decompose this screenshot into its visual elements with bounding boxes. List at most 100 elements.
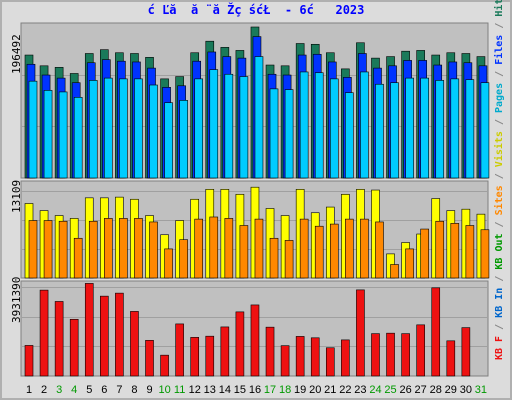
x-tick-label: 3 (56, 384, 62, 396)
bar-kb-16 (250, 304, 260, 377)
x-tick-label: 11 (174, 384, 185, 396)
bar-kb-13 (205, 335, 215, 377)
bar-kb-30 (461, 327, 471, 377)
x-tick-label: 12 (189, 384, 201, 396)
x-tick-label: 13 (204, 384, 216, 396)
bar-pages-1 (28, 80, 38, 179)
bar-pages-10 (164, 102, 173, 179)
bar-sites-30 (465, 225, 475, 279)
bar-pages-28 (435, 80, 445, 179)
bar-kb-21 (325, 347, 335, 377)
x-tick-label: 29 (445, 384, 457, 396)
bar-sites-18 (284, 240, 294, 279)
bar-sites-13 (209, 216, 219, 279)
bar-sites-10 (164, 248, 173, 279)
bar-kb-7 (115, 292, 124, 377)
x-tick-label: 1 (26, 384, 32, 396)
bar-sites-5 (88, 220, 98, 279)
bar-pages-16 (254, 56, 264, 179)
x-tick-label: 15 (234, 384, 246, 396)
bar-kb-29 (446, 340, 456, 377)
bar-sites-24 (375, 221, 384, 279)
bar-sites-12 (194, 218, 204, 279)
bar-kb-2 (39, 289, 49, 377)
bar-kb-23 (356, 289, 365, 377)
bar-pages-9 (149, 84, 158, 179)
x-tick-label: 6 (101, 384, 107, 396)
bar-pages-19 (299, 71, 309, 179)
bar-pages-29 (450, 78, 460, 179)
bar-pages-15 (239, 76, 249, 179)
bar-kb-5 (84, 283, 94, 377)
x-tick-label: 5 (86, 384, 92, 396)
bar-sites-2 (43, 220, 53, 279)
x-tick-label: 20 (309, 384, 321, 396)
x-tick-label: 8 (131, 384, 137, 396)
bar-pages-6 (104, 77, 113, 179)
bar-pages-12 (194, 78, 204, 179)
x-tick-label: 21 (324, 384, 336, 396)
bar-kb-15 (235, 311, 245, 377)
bar-pages-17 (269, 88, 279, 179)
x-tick-label: 28 (430, 384, 442, 396)
bar-pages-2 (43, 90, 53, 179)
bar-pages-25 (390, 82, 399, 179)
bar-kb-27 (416, 324, 425, 377)
bar-kb-25 (386, 332, 395, 377)
bar-kb-1 (24, 345, 34, 377)
bar-sites-7 (119, 218, 128, 279)
bar-sites-22 (345, 218, 354, 279)
bar-pages-21 (329, 78, 339, 179)
x-tick-label: 4 (71, 384, 77, 396)
bar-kb-17 (265, 326, 275, 377)
bar-sites-3 (58, 220, 68, 279)
bar-pages-8 (134, 78, 143, 179)
x-tick-label: 17 (264, 384, 276, 396)
x-tick-label: 9 (146, 384, 152, 396)
bar-pages-18 (284, 89, 294, 179)
bar-sites-16 (254, 218, 264, 279)
bar-sites-31 (480, 229, 490, 279)
bar-kb-10 (160, 354, 169, 377)
x-tick-label: 14 (219, 384, 231, 396)
bar-sites-1 (28, 220, 38, 279)
bar-sites-4 (73, 237, 83, 279)
x-tick-label: 31 (475, 384, 487, 396)
bar-sites-26 (405, 248, 414, 279)
bar-pages-7 (119, 78, 128, 179)
bar-sites-8 (134, 218, 143, 279)
x-tick-label: 23 (354, 384, 366, 396)
bar-kb-12 (190, 337, 200, 377)
bar-sites-11 (179, 239, 188, 279)
bar-sites-27 (420, 228, 429, 279)
bar-sites-25 (390, 264, 399, 279)
x-tick-label: 2 (41, 384, 47, 396)
bar-pages-24 (375, 83, 384, 179)
chart-title: ć Ľă ă ¨ă Žç śćŁ - 6ć 2023 (147, 3, 365, 17)
bar-kb-14 (220, 326, 230, 377)
bar-pages-26 (405, 77, 414, 179)
x-tick-label: 30 (460, 384, 472, 396)
x-tick-label: 19 (294, 384, 306, 396)
bar-pages-22 (345, 92, 354, 179)
bar-kb-24 (371, 333, 380, 377)
x-tick-label: 24 (369, 384, 381, 396)
bar-pages-4 (73, 97, 83, 179)
bar-kb-26 (401, 333, 410, 377)
x-tick-label: 26 (399, 384, 411, 396)
bar-kb-11 (175, 323, 184, 377)
x-tick-label: 10 (158, 384, 170, 396)
bar-sites-19 (299, 218, 309, 279)
bar-sites-28 (435, 220, 445, 279)
bar-pages-30 (465, 79, 475, 179)
bar-sites-15 (239, 225, 249, 279)
bar-kb-19 (295, 336, 305, 377)
bar-pages-11 (179, 100, 188, 179)
x-tick-label: 7 (116, 384, 122, 396)
bar-pages-5 (88, 80, 98, 179)
bar-sites-21 (329, 223, 339, 279)
bar-kb-6 (100, 295, 109, 377)
bar-kb-28 (431, 287, 441, 377)
x-tick-label: 27 (415, 384, 427, 396)
bar-pages-23 (360, 71, 369, 179)
